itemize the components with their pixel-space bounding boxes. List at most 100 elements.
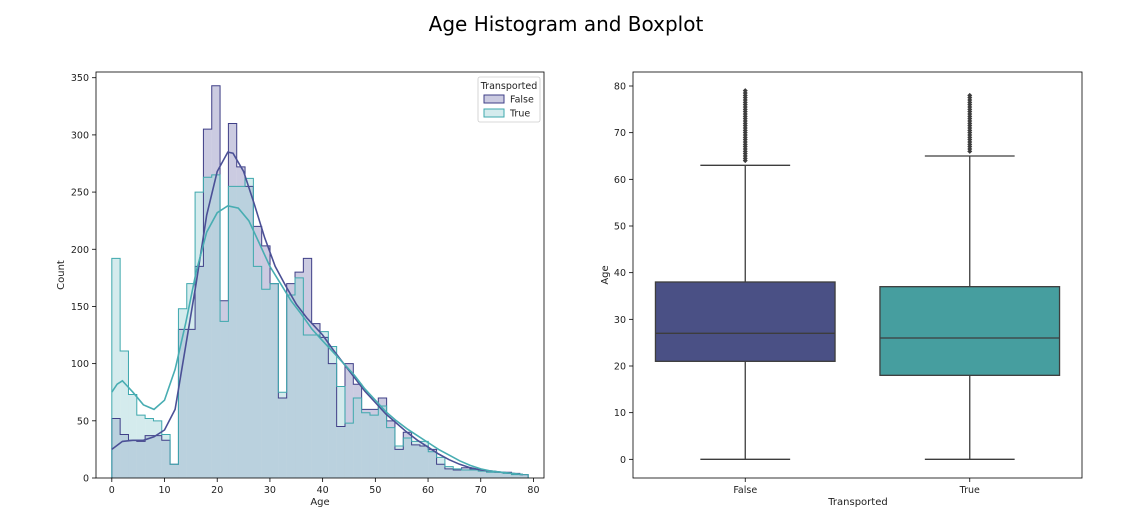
hist-xtick-label: 0	[109, 485, 115, 496]
kde-line-true	[111, 204, 523, 476]
hist-bar-true-19	[270, 283, 279, 478]
hist-xtick-label: 80	[527, 485, 539, 496]
hist-bar-true-38	[428, 451, 437, 478]
box-xtick-label: True	[959, 485, 980, 496]
hist-bar-true-27	[336, 386, 345, 478]
hist-xtick-label: 70	[475, 485, 487, 496]
legend-label-false: False	[510, 95, 534, 106]
hist-legend: Transported False True	[477, 76, 541, 123]
hist-bar-true-39	[436, 457, 445, 478]
legend-label-true: True	[509, 109, 530, 120]
hist-ytick-label: 150	[71, 302, 89, 313]
hist-bar-true-46	[494, 472, 504, 478]
hist-xtick-label: 40	[317, 485, 329, 496]
hist-xtick-label: 50	[369, 485, 381, 496]
hist-bar-true-11	[203, 177, 212, 478]
step-outline-false	[111, 85, 529, 478]
hist-bar-true-23	[303, 335, 312, 478]
hist-bar-true-47	[503, 473, 512, 478]
hist-bar-true-14	[228, 186, 237, 478]
hist-ytick-label: 300	[71, 130, 89, 141]
hist-bar-true-2	[128, 394, 137, 478]
box-xtick-label: False	[733, 485, 757, 496]
box-ytick-label: 80	[614, 82, 626, 93]
hist-bar-true-43	[469, 469, 479, 478]
hist-bar-true-1	[120, 351, 129, 478]
hist-xtick-label: 60	[422, 485, 434, 496]
hist-bar-true-17	[253, 266, 262, 478]
hist-ytick-label: 100	[71, 359, 89, 370]
hist-bar-true-12	[211, 174, 221, 479]
hist-bar-true-30	[361, 412, 370, 478]
hist-y-axis-label: Count	[56, 260, 67, 290]
hist-bar-true-29	[353, 397, 362, 478]
hist-ytick-label: 250	[71, 188, 89, 199]
hist-bar-true-44	[478, 471, 487, 478]
hist-xtick-label: 30	[264, 485, 276, 496]
hist-bar-true-45	[486, 472, 495, 478]
hist-ytick-label: 50	[77, 416, 89, 427]
outlier-false	[742, 88, 748, 94]
hist-bar-false-28	[344, 363, 354, 478]
hist-bar-true-42	[461, 469, 470, 478]
hist-bar-true-18	[261, 289, 271, 478]
hist-bar-true-24	[311, 335, 320, 478]
hist-ytick-label: 350	[71, 73, 89, 84]
hist-bar-true-49	[519, 474, 529, 478]
hist-bar-true-8	[178, 308, 187, 478]
box-ytick-label: 10	[614, 408, 626, 419]
hist-xtick-label: 20	[211, 485, 223, 496]
hist-bar-true-35	[403, 437, 412, 478]
box-ytick-label: 50	[614, 222, 626, 233]
outlier-true	[967, 92, 973, 98]
hist-bar-true-5	[153, 420, 162, 478]
hist-bar-true-20	[278, 392, 287, 478]
hist-xtick-label: 10	[158, 485, 170, 496]
hist-bar-true-48	[511, 474, 520, 478]
hist-bar-true-10	[195, 192, 204, 478]
box-y-axis-label: Age	[600, 265, 611, 284]
hist-bar-true-4	[145, 418, 154, 478]
hist-bar-true-21	[286, 295, 296, 478]
box-iqr-false	[654, 281, 836, 362]
series-true	[111, 174, 529, 479]
hist-bar-true-25	[320, 331, 329, 478]
legend-swatch-false	[483, 94, 505, 104]
box-ytick-label: 60	[614, 175, 626, 186]
hist-bar-true-26	[328, 346, 337, 478]
hist-bar-true-22	[295, 277, 304, 478]
legend-title: Transported	[480, 81, 537, 92]
hist-plot-frame	[95, 71, 545, 479]
hist-bar-true-6	[161, 434, 171, 478]
hist-ytick-label: 0	[83, 474, 89, 485]
hist-bar-true-16	[245, 178, 254, 478]
hist-bar-true-32	[378, 405, 387, 478]
hist-ytick-label: 200	[71, 245, 89, 256]
hist-bar-true-13	[220, 321, 229, 478]
box-ytick-label: 0	[620, 455, 626, 466]
hist-bar-true-15	[236, 186, 246, 478]
box-true	[879, 92, 1061, 460]
hist-bar-true-40	[444, 466, 454, 478]
hist-x-axis-label: Age	[310, 497, 329, 508]
step-outline-true	[111, 174, 529, 478]
box-false	[654, 88, 836, 460]
hist-bar-true-7	[170, 464, 179, 478]
box-plot-frame	[632, 71, 1083, 479]
legend-swatch-true	[483, 108, 505, 118]
hist-bar-true-9	[186, 283, 196, 478]
hist-bar-true-33	[386, 427, 395, 478]
box-ytick-label: 30	[614, 315, 626, 326]
kde-line-false	[111, 151, 523, 476]
box-ytick-label: 70	[614, 128, 626, 139]
box-x-axis-label: Transported	[827, 497, 887, 508]
hist-bar-true-31	[369, 415, 379, 478]
hist-bar-true-0	[111, 258, 121, 478]
hist-bar-true-41	[453, 468, 462, 478]
box-ytick-label: 40	[614, 268, 626, 279]
box-ytick-label: 20	[614, 362, 626, 373]
figure-title: Age Histogram and Boxplot	[428, 12, 704, 36]
